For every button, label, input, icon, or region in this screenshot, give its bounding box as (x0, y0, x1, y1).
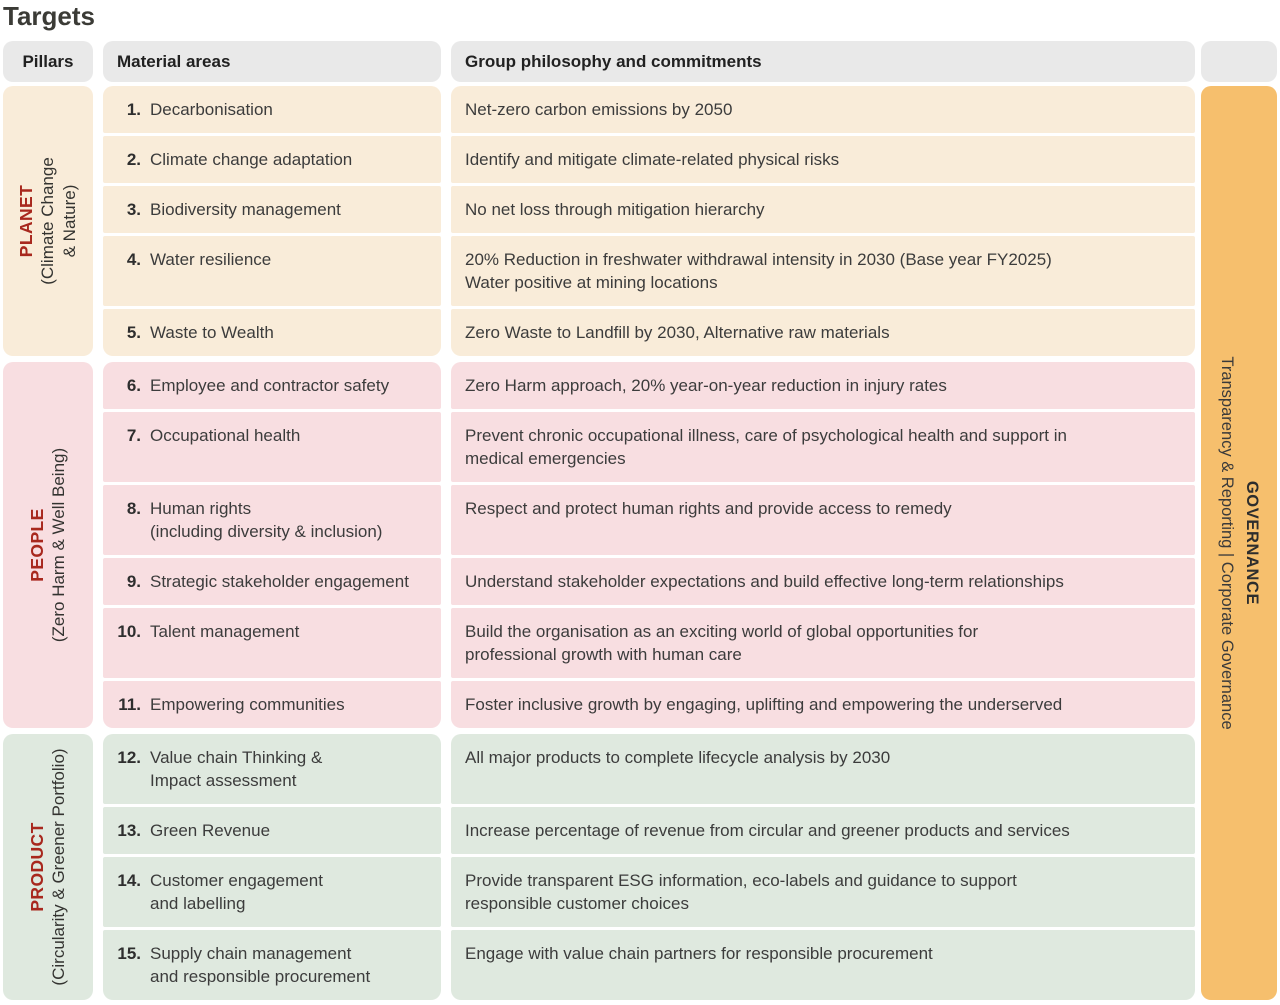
commitment-cell: Foster inclusive growth by engaging, upl… (451, 681, 1195, 728)
commitment-cell: Net-zero carbon emissions by 2050 (451, 86, 1195, 133)
material-area-cell: 2. Climate change adaptation (103, 136, 441, 183)
governance-subtitle: Transparency & Reporting | Corporate Gov… (1218, 356, 1236, 730)
material-area-cell: 14. Customer engagement and labelling (103, 857, 441, 927)
commitment-cell: Zero Harm approach, 20% year-on-year red… (451, 362, 1195, 409)
pillar-name: PLANET (16, 184, 36, 258)
material-area-text: Talent management (150, 622, 300, 641)
pillar-subtitle: (Climate Change & Nature) (38, 157, 79, 285)
row-number: 13. (117, 821, 141, 840)
commitment-cell: No net loss through mitigation hierarchy (451, 186, 1195, 233)
table-header-row: Pillars Material areas Group philosophy … (3, 41, 1277, 82)
governance-banner: GOVERNANCE Transparency & Reporting | Cor… (1201, 86, 1277, 1000)
material-area-text: Green Revenue (150, 821, 271, 840)
material-area-text: Occupational health (150, 426, 301, 445)
material-area-text: Waste to Wealth (150, 323, 274, 342)
commitment-cell: Zero Waste to Landfill by 2030, Alternat… (451, 309, 1195, 356)
commitment-cell: 20% Reduction in freshwater withdrawal i… (451, 236, 1195, 306)
material-area-cell: 12. Value chain Thinking & Impact assessm… (103, 734, 441, 804)
row-number: 9. (126, 572, 141, 591)
pillar-name: PEOPLE (27, 508, 47, 582)
row-number: 6. (126, 376, 141, 395)
material-area-cell: 9. Strategic stakeholder engagement (103, 558, 441, 605)
material-area-text: Strategic stakeholder engagement (150, 572, 409, 591)
material-area-cell: 3. Biodiversity management (103, 186, 441, 233)
row-number: 12. (117, 748, 141, 767)
material-area-cell: 15. Supply chain management and responsib… (103, 930, 441, 1000)
row-number: 7. (126, 426, 141, 445)
row-number: 1. (126, 100, 141, 119)
row-number: 10. (117, 622, 141, 641)
material-area-text: Human rights (including diversity & incl… (150, 499, 383, 541)
governance-label: GOVERNANCE Transparency & Reporting | Cor… (1214, 356, 1264, 729)
material-area-cell: 4. Water resilience (103, 236, 441, 306)
material-area-cell: 11. Empowering communities (103, 681, 441, 728)
commitment-cell: Identify and mitigate climate-related ph… (451, 136, 1195, 183)
row-number: 5. (126, 323, 141, 342)
material-area-cell: 13. Green Revenue (103, 807, 441, 854)
pillar-label-product: PRODUCT (Circularity & Greener Portfolio) (26, 748, 70, 985)
commitment-cell: Respect and protect human rights and pro… (451, 485, 1195, 555)
material-area-text: Value chain Thinking & Impact assessment (150, 748, 323, 790)
pillar-cell-people: PEOPLE (Zero Harm & Well Being) (3, 362, 93, 728)
pillar-cell-product: PRODUCT (Circularity & Greener Portfolio) (3, 734, 93, 1000)
row-number: 14. (117, 871, 141, 890)
material-area-text: Customer engagement and labelling (150, 871, 323, 913)
row-number: 15. (117, 944, 141, 963)
material-area-cell: 6. Employee and contractor safety (103, 362, 441, 409)
material-area-cell: 1. Decarbonisation (103, 86, 441, 133)
commitment-cell: Increase percentage of revenue from circ… (451, 807, 1195, 854)
governance-title: GOVERNANCE (1243, 480, 1261, 606)
material-area-text: Water resilience (150, 250, 272, 269)
commitment-cell: Provide transparent ESG information, eco… (451, 857, 1195, 927)
header-group-philosophy: Group philosophy and commitments (451, 41, 1195, 82)
row-number: 8. (126, 499, 141, 518)
material-area-text: Climate change adaptation (150, 150, 353, 169)
pillar-subtitle: (Circularity & Greener Portfolio) (49, 748, 68, 986)
material-area-cell: 8. Human rights (including diversity & in… (103, 485, 441, 555)
commitment-cell: Understand stakeholder expectations and … (451, 558, 1195, 605)
pillar-label-planet: PLANET (Climate Change & Nature) (15, 157, 81, 285)
page-title: Targets (3, 1, 95, 31)
material-area-cell: 5. Waste to Wealth (103, 309, 441, 356)
pillar-name: PRODUCT (27, 822, 47, 912)
commitment-cell: Prevent chronic occupational illness, ca… (451, 412, 1195, 482)
row-number: 4. (126, 250, 141, 269)
material-area-text: Empowering communities (150, 695, 345, 714)
material-area-text: Employee and contractor safety (150, 376, 390, 395)
targets-table-body: PLANET (Climate Change & Nature) 1. Decarbo… (3, 86, 1277, 1000)
header-pillars: Pillars (3, 41, 93, 82)
header-material-areas: Material areas (103, 41, 441, 82)
material-area-cell: 10. Talent management (103, 608, 441, 678)
row-number: 3. (126, 200, 141, 219)
row-number: 2. (126, 150, 141, 169)
commitment-cell: Engage with value chain partners for res… (451, 930, 1195, 1000)
governance-header-spacer (1201, 41, 1277, 82)
pillar-subtitle: (Zero Harm & Well Being) (49, 447, 68, 643)
commitment-cell: All major products to complete lifecycle… (451, 734, 1195, 804)
material-area-cell: 7. Occupational health (103, 412, 441, 482)
material-area-text: Biodiversity management (150, 200, 341, 219)
row-number: 11. (118, 695, 141, 714)
material-area-text: Supply chain management and responsible … (150, 944, 371, 986)
material-area-text: Decarbonisation (150, 100, 273, 119)
pillar-cell-planet: PLANET (Climate Change & Nature) (3, 86, 93, 356)
pillar-label-people: PEOPLE (Zero Harm & Well Being) (26, 448, 70, 642)
commitment-cell: Build the organisation as an exciting wo… (451, 608, 1195, 678)
